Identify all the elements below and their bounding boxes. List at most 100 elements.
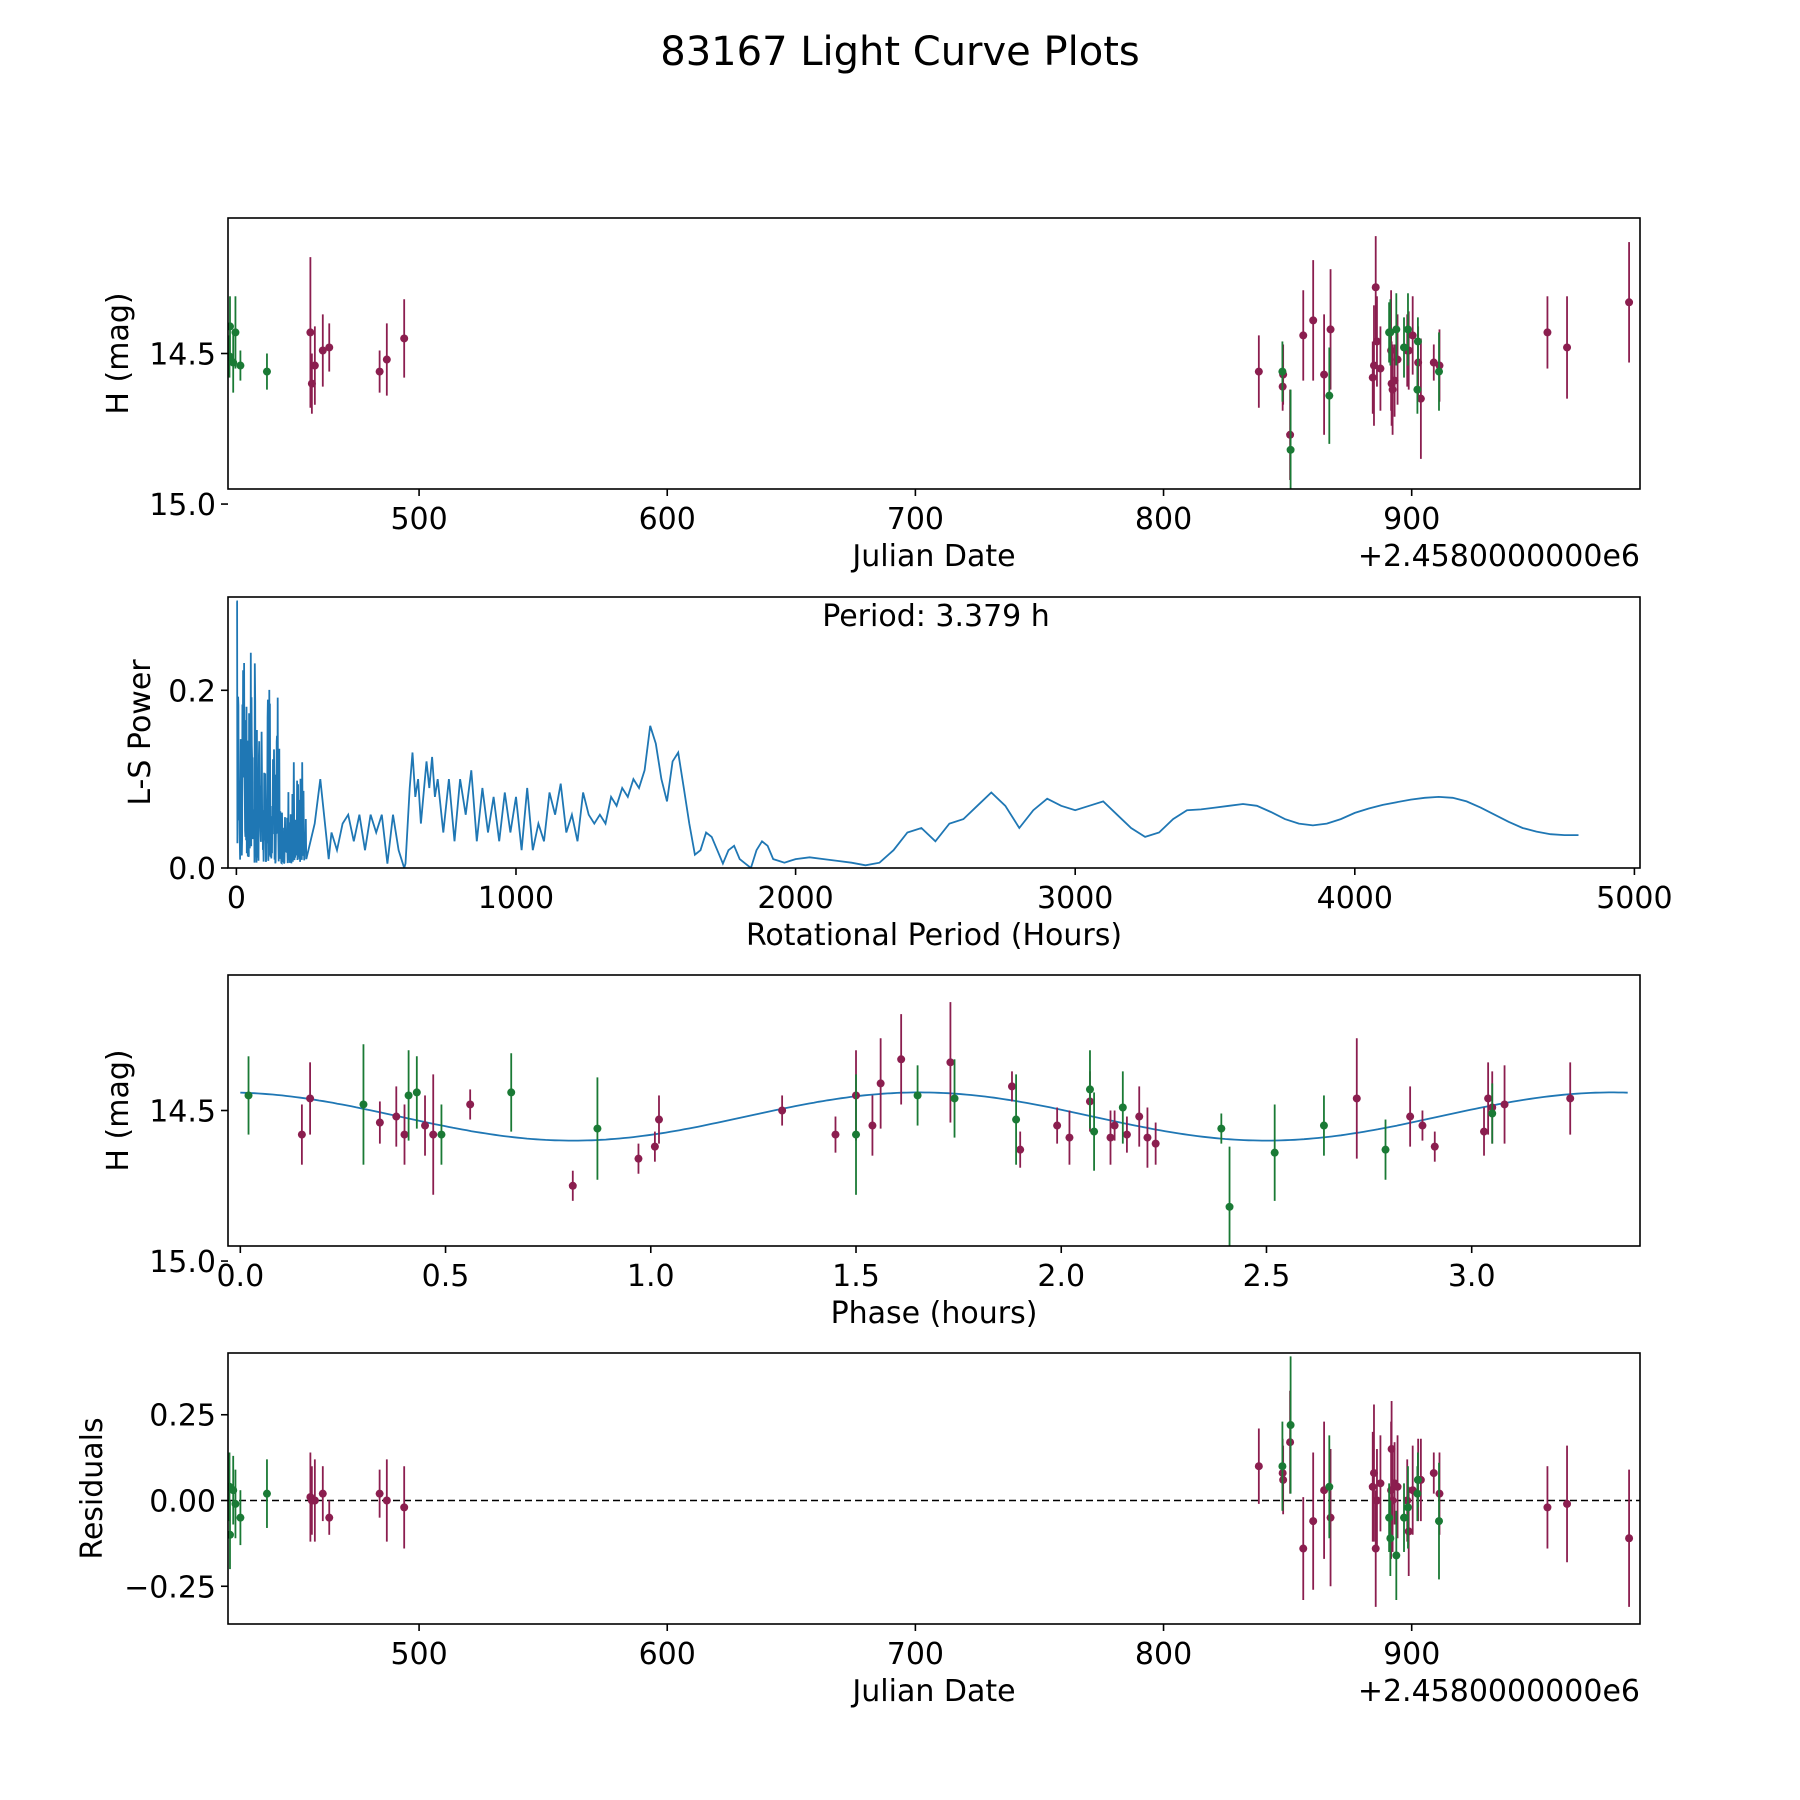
data-point-g [1386, 328, 1395, 337]
x-tick-label: 1.0 [627, 1259, 675, 1294]
data-point-g [244, 1091, 253, 1100]
data-point-r [1387, 1445, 1396, 1454]
data-point-r [650, 1142, 659, 1151]
x-tick-label: 2000 [757, 881, 833, 916]
data-point-g [437, 1130, 446, 1139]
data-point-g [404, 1091, 413, 1100]
data-point-r [897, 1055, 906, 1064]
data-point-g [1278, 367, 1287, 376]
x-tick-label: 0 [227, 881, 246, 916]
x-tick-label: 1000 [478, 881, 554, 916]
data-point-r [1563, 1499, 1572, 1508]
data-point-g [1400, 1513, 1409, 1522]
data-point-g [1085, 1085, 1094, 1094]
data-point-g [1012, 1115, 1021, 1124]
data-point-r [1406, 1112, 1415, 1121]
lightcurve-panel: 500 600 700 800 900 15.0 14.5 Julian Date H (mag… [101, 217, 1641, 574]
x-tick-label: 500 [390, 1637, 447, 1672]
data-point-r [1625, 1534, 1634, 1543]
data-point-g [507, 1088, 516, 1097]
data-point-g [1434, 1517, 1443, 1526]
data-point-g [1325, 1482, 1334, 1491]
data-point-g [852, 1130, 861, 1139]
data-point-r [1368, 373, 1377, 382]
data-point-g [1118, 1103, 1127, 1112]
y-tick-label: 0.0 [168, 852, 216, 887]
plot-area [228, 236, 1634, 489]
data-point-r [382, 1496, 391, 1505]
data-point-r [1326, 325, 1335, 334]
data-point-r [1254, 1462, 1263, 1471]
data-point-r [1320, 370, 1329, 379]
data-point-r [1393, 1482, 1402, 1491]
data-point-r [1309, 1517, 1318, 1526]
data-point-g [593, 1124, 602, 1133]
data-point-r [421, 1121, 430, 1130]
data-point-g [913, 1091, 922, 1100]
data-point-r [306, 1094, 315, 1103]
periodogram-panel: 0 1000 2000 3000 4000 5000 0.0 0.2 Rotational Pe… [123, 596, 1673, 953]
period-annotation: Period: 3.379 h [822, 599, 1050, 634]
data-point-r [568, 1181, 577, 1190]
data-point-r [1376, 364, 1385, 373]
data-point-r [1007, 1082, 1016, 1091]
data-point-g [1319, 1121, 1328, 1130]
data-point-r [1563, 343, 1572, 352]
data-point-g [236, 1513, 245, 1522]
data-point-r [1430, 1142, 1439, 1151]
data-point-g [412, 1088, 421, 1097]
data-point-r [1480, 1127, 1489, 1136]
x-tick-label: 600 [639, 502, 696, 537]
data-point-r [778, 1106, 787, 1115]
data-point-g [1385, 1513, 1394, 1522]
data-point-g [262, 1489, 271, 1498]
data-point-r [1053, 1121, 1062, 1130]
data-point-r [307, 379, 316, 388]
data-point-g [1413, 337, 1422, 346]
data-point-r [1369, 361, 1378, 370]
data-point-g [1381, 1145, 1390, 1154]
data-point-r [310, 1496, 319, 1505]
x-tick-label: 2.0 [1037, 1259, 1085, 1294]
x-offset-label: +2.4580000000e6 [1358, 1674, 1640, 1709]
data-point-g [1403, 325, 1412, 334]
data-point-g [228, 1530, 234, 1539]
axes-frame [227, 217, 1641, 490]
data-point-r [654, 1115, 663, 1124]
x-tick-label: 1.5 [832, 1259, 880, 1294]
y-tick-label: −0.25 [124, 1570, 216, 1605]
data-point-g [1270, 1148, 1279, 1157]
data-point-r [1393, 355, 1402, 364]
data-point-g [1392, 1551, 1401, 1560]
data-point-r [306, 328, 315, 337]
data-point-g [950, 1094, 959, 1103]
x-tick-label: 500 [390, 502, 447, 537]
x-axis-label: Julian Date [850, 539, 1015, 574]
data-point-r [1326, 1513, 1335, 1522]
x-axis-label: Rotational Period (Hours) [746, 918, 1122, 953]
data-point-r [1369, 1469, 1378, 1478]
data-point-g [1413, 385, 1422, 394]
data-point-r [318, 1489, 327, 1498]
data-point-g [228, 322, 234, 331]
data-point-r [876, 1079, 885, 1088]
data-point-r [318, 346, 327, 355]
data-point-g [231, 1499, 240, 1508]
data-point-r [1065, 1133, 1074, 1142]
y-tick-label: 14.5 [149, 1095, 216, 1130]
data-point-g [1225, 1202, 1234, 1211]
data-point-r [946, 1058, 955, 1067]
data-point-g [1386, 1534, 1395, 1543]
x-tick-label: 3000 [1037, 881, 1113, 916]
data-point-r [1122, 1130, 1131, 1139]
x-tick-label: 2.5 [1243, 1259, 1291, 1294]
y-axis-label: Residuals [75, 1417, 110, 1559]
x-axis-label: Phase (hours) [831, 1296, 1038, 1331]
model-curve [240, 1091, 1628, 1142]
data-point-r [325, 343, 334, 352]
data-point-r [1352, 1094, 1361, 1103]
x-axis-label: Julian Date [850, 1674, 1015, 1709]
x-tick-label: 900 [1383, 1637, 1440, 1672]
y-axis-label: H (mag) [101, 1049, 136, 1171]
data-point-r [1254, 367, 1263, 376]
